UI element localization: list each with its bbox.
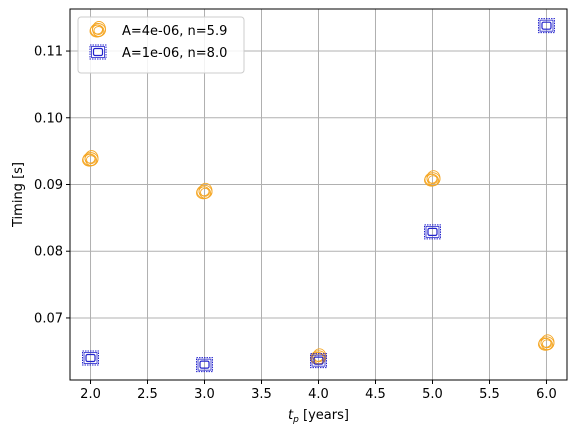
series-1-point: [196, 357, 214, 373]
legend-label: A=4e-06, n=5.9: [122, 24, 227, 39]
y-axis-label: Timing [s]: [11, 162, 26, 228]
series-0-point: [196, 182, 213, 200]
y-tick-label: 0.07: [34, 311, 63, 326]
x-tick-label: 2.5: [137, 387, 158, 402]
grid: [70, 9, 567, 380]
x-axis-label: tp [years]: [288, 408, 349, 425]
y-tick-label: 0.11: [34, 45, 63, 60]
x-axis-label-subscript: p: [292, 415, 299, 425]
x-tick-label: 3.5: [251, 387, 272, 402]
x-tick-label: 4.0: [308, 387, 329, 402]
series-0-point: [424, 170, 441, 187]
legend-label: A=1e-06, n=8.0: [122, 46, 227, 61]
series-0-point: [82, 150, 99, 167]
x-tick-label: 2.0: [80, 387, 101, 402]
series-1-point: [82, 350, 100, 366]
x-tick-label: 5.0: [422, 387, 443, 402]
legend-swatch: [89, 44, 107, 60]
y-tick-label: 0.08: [34, 245, 63, 260]
x-tick-label: 4.5: [365, 387, 386, 402]
x-tick-label: 5.5: [479, 387, 500, 402]
x-axis-label-unit: [years]: [299, 408, 349, 423]
x-tick-label: 3.0: [194, 387, 215, 402]
series-0-point: [538, 334, 555, 351]
series-1-point: [537, 18, 555, 34]
legend-swatch: [89, 21, 106, 38]
legend-box: [77, 16, 245, 74]
x-axis-label-main: t: [288, 408, 294, 423]
legend: A=4e-06, n=5.9 A=1e-06, n=8.0: [77, 16, 245, 74]
x-tick-label: 6.0: [536, 387, 557, 402]
y-tick-label: 0.10: [34, 111, 63, 126]
y-tick-label: 0.09: [34, 178, 63, 193]
axis-ticks: 2.0 2.5 3.0 3.5 4.0 4.5 5.0 5.5 6.0 0.07 0.08 0.09 0…: [34, 45, 557, 402]
series-1-point: [310, 353, 327, 369]
series-1-point: [423, 224, 441, 240]
data-points: [82, 18, 555, 373]
